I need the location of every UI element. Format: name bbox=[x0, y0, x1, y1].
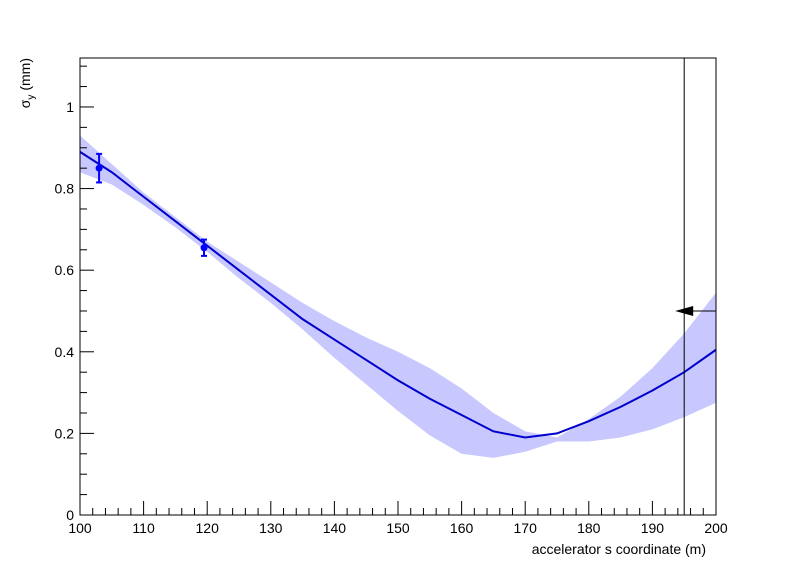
x-tick-label: 190 bbox=[641, 520, 665, 536]
data-point bbox=[200, 244, 208, 252]
y-tick-label: 0.6 bbox=[55, 262, 75, 278]
y-axis: 0 0.2 0.4 0.6 0.8 1 bbox=[55, 65, 94, 523]
vertical-marker-layer bbox=[675, 58, 716, 515]
x-tick-label: 130 bbox=[259, 520, 283, 536]
data-points-layer bbox=[95, 152, 208, 257]
y-tick-label: 0.8 bbox=[55, 181, 75, 197]
x-tick-label: 120 bbox=[196, 520, 220, 536]
x-tick-label: 200 bbox=[704, 520, 728, 536]
arrow-head bbox=[675, 305, 694, 316]
x-tick-label: 110 bbox=[132, 520, 155, 536]
y-tick-label: 0 bbox=[66, 507, 74, 523]
x-tick-label: 100 bbox=[68, 520, 92, 536]
y-axis-title: σy (mm) bbox=[17, 58, 37, 108]
x-tick-label: 140 bbox=[323, 520, 347, 536]
y-tick-label: 0.2 bbox=[55, 425, 75, 441]
fit-line bbox=[79, 151, 717, 439]
x-tick-label: 170 bbox=[514, 520, 538, 536]
y-axis-symbol: σ bbox=[17, 99, 33, 108]
x-tick-label: 160 bbox=[450, 520, 474, 536]
x-axis-title: accelerator s coordinate (m) bbox=[532, 541, 706, 557]
x-tick-label: 150 bbox=[386, 520, 410, 536]
fit-line-layer bbox=[79, 151, 717, 439]
uncertainty-band bbox=[80, 135, 716, 458]
y-axis-subscript: y bbox=[26, 95, 37, 100]
y-tick-label: 0.4 bbox=[55, 344, 75, 360]
y-tick-label: 1 bbox=[66, 99, 74, 115]
x-tick-label: 180 bbox=[577, 520, 601, 536]
plot-frame bbox=[79, 57, 717, 516]
y-axis-unit: (mm) bbox=[17, 58, 33, 91]
uncertainty-band-layer bbox=[80, 135, 716, 458]
x-axis: 100 110 120 130 140 150 160 170 180 190 200 bbox=[68, 501, 728, 536]
data-point bbox=[95, 164, 103, 172]
